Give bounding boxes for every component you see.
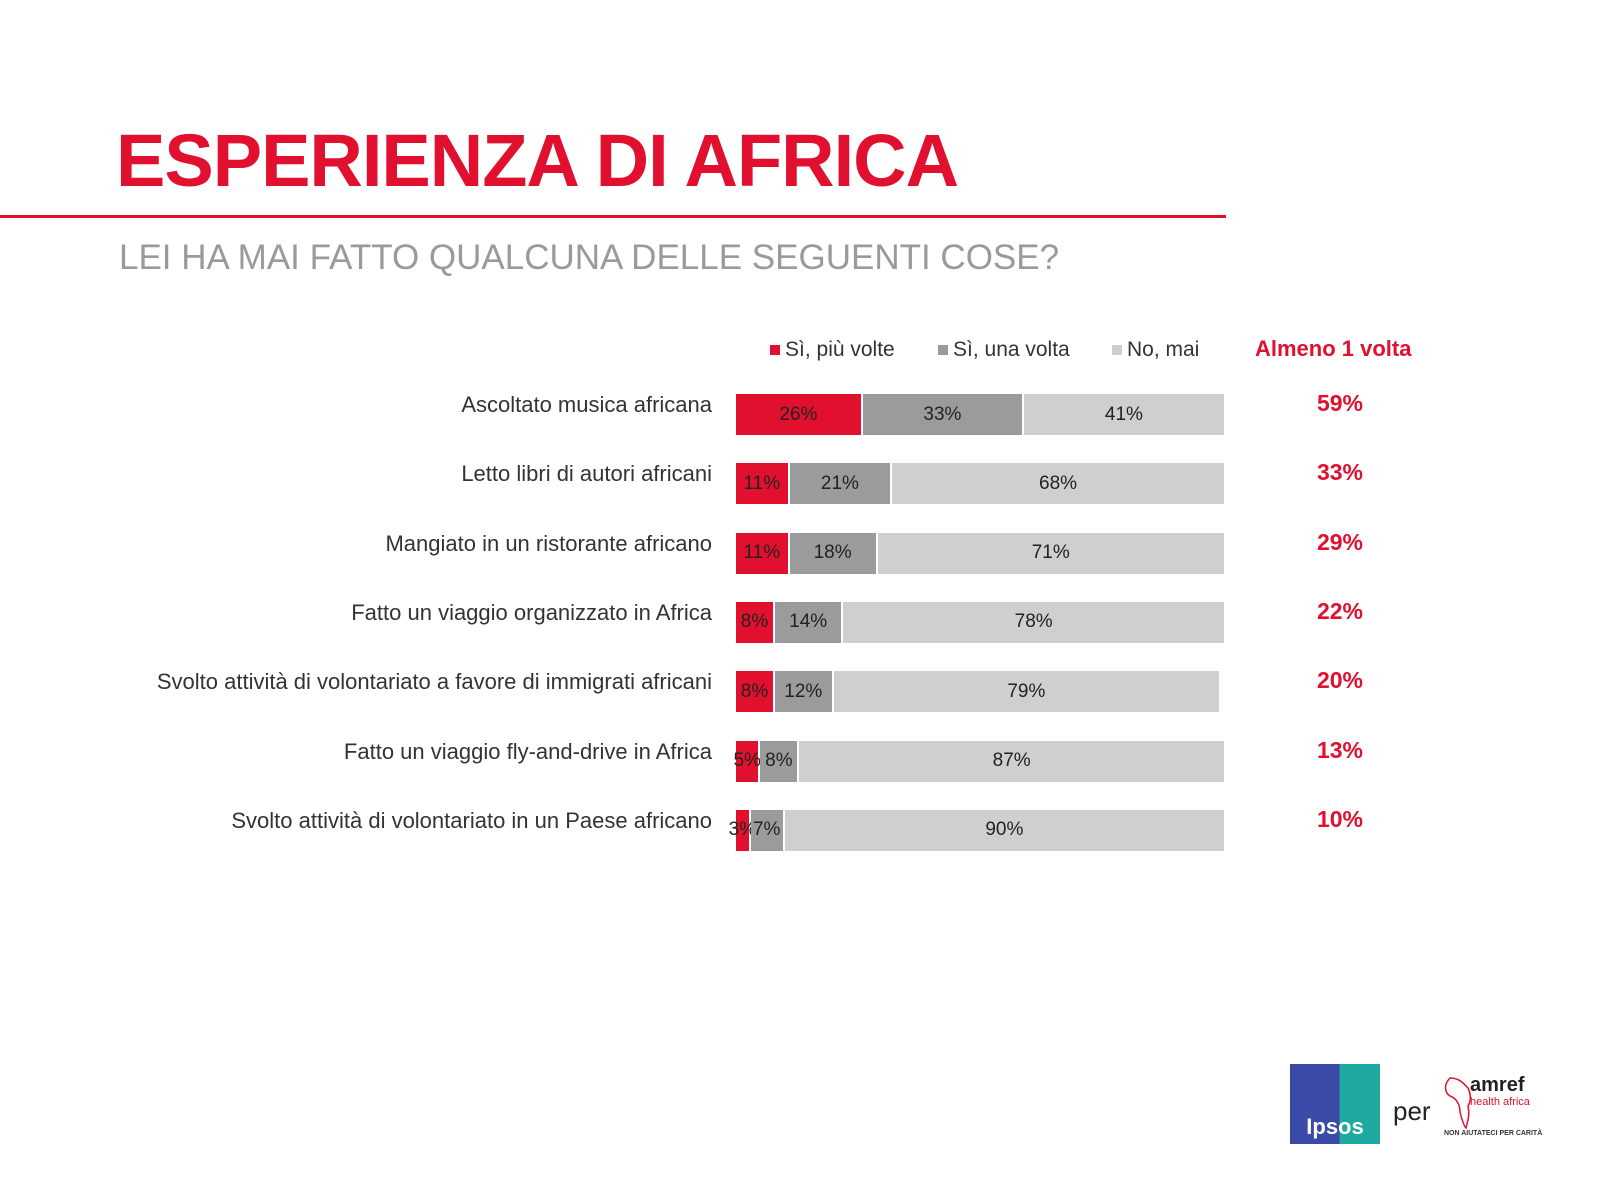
data-label: 79% — [1007, 680, 1046, 702]
data-label: 7% — [752, 819, 781, 841]
bar-segment: 8% — [736, 601, 776, 643]
legend-label: Sì, una volta — [953, 338, 1070, 361]
bar-segment: 90% — [784, 809, 1224, 851]
data-label: 8% — [740, 611, 769, 633]
legend-item: No, mai — [1112, 338, 1199, 362]
bar-segment: 12% — [775, 671, 834, 713]
data-label: 33% — [923, 403, 962, 425]
data-label: 41% — [1104, 403, 1143, 425]
data-label: 90% — [985, 819, 1024, 841]
total-value: 13% — [1316, 736, 1364, 763]
amref-name: amref — [1470, 1074, 1525, 1096]
legend-swatch — [938, 345, 948, 355]
total-header: Almeno 1 volta — [1255, 336, 1412, 361]
legend-label: Sì, più volte — [785, 338, 895, 361]
page-title: ESPERIENZA DI AFRICA — [116, 119, 959, 202]
amref-tagline: NON AIUTATECI PER CARITÀ — [1444, 1130, 1543, 1137]
data-label: 3% — [728, 819, 757, 841]
stacked-bar: 5% 8% 87% — [733, 740, 1224, 782]
bar-segment: 8% — [736, 671, 776, 713]
ipsos-logo: Ipsos — [1290, 1064, 1380, 1144]
bar-segment: 26% — [736, 394, 863, 435]
data-label: 14% — [789, 611, 828, 633]
total-value: 33% — [1316, 459, 1364, 486]
total-value: 20% — [1316, 667, 1364, 694]
stacked-bar: 26% 33% 41% — [736, 394, 1224, 435]
bar-segment: 33% — [862, 394, 1024, 435]
legend-label: No, mai — [1127, 338, 1200, 361]
ipsos-logo-text: Ipsos — [1306, 1114, 1364, 1139]
stacked-bar: 8% 12% 79% — [736, 671, 1224, 713]
data-label: 26% — [779, 403, 818, 425]
data-label: 21% — [820, 472, 859, 494]
category-label: Mangiato in un ristorante africano — [385, 530, 712, 556]
data-label: 11% — [743, 472, 781, 494]
data-label: 5% — [733, 750, 761, 771]
legend-swatch — [1112, 345, 1122, 355]
total-value: 22% — [1316, 597, 1364, 624]
category-label: Fatto un viaggio organizzato in Africa — [351, 599, 712, 625]
subtitle: LEI HA MAI FATTO QUALCUNA DELLE SEGUENTI… — [119, 238, 1060, 277]
data-label: 12% — [784, 680, 823, 702]
total-value: 59% — [1316, 390, 1364, 416]
data-label: 11% — [743, 542, 781, 564]
data-label: 8% — [740, 680, 769, 702]
bar-segment: 41% — [1023, 394, 1224, 435]
bar-segment: 79% — [833, 671, 1220, 713]
legend-item: Sì, una volta — [938, 338, 1070, 362]
category-label: Fatto un viaggio fly-and-drive in Africa — [343, 738, 712, 764]
amref-sub: health africa — [1470, 1096, 1530, 1108]
category-label: Svolto attività di volontariato a favore… — [156, 669, 712, 695]
title-divider — [0, 215, 1226, 218]
bar-segment: 14% — [775, 601, 844, 643]
data-label: 18% — [813, 542, 852, 564]
bar-segment: 68% — [892, 463, 1224, 505]
total-value: 29% — [1316, 528, 1364, 555]
per-text: per — [1393, 1096, 1431, 1126]
data-label: 78% — [1014, 611, 1053, 633]
data-label: 68% — [1039, 472, 1078, 494]
logos: Ipsos per amref health africa NON AIUTAT… — [1290, 1064, 1542, 1144]
bar-segment: 21% — [789, 463, 893, 505]
data-label: 87% — [992, 750, 1031, 771]
category-label: Letto libri di autori africani — [461, 461, 712, 487]
bar-segment: 78% — [843, 601, 1224, 643]
category-label: Ascoltato musica africana — [461, 392, 712, 417]
bar-segment: 11% — [736, 532, 790, 574]
stacked-bar: 11% 18% 71% — [736, 532, 1224, 574]
bar-segment: 3% — [729, 809, 756, 851]
total-value: 10% — [1316, 805, 1364, 832]
stacked-bar: 3% 7% 90% — [729, 809, 1224, 851]
stacked-bar: 8% 14% 78% — [736, 601, 1224, 643]
africa-outline-icon — [1444, 1077, 1472, 1130]
bar-segment: 5% — [733, 740, 761, 782]
data-label: 71% — [1031, 542, 1070, 564]
bar-segment: 18% — [789, 532, 878, 574]
bar-segment: 71% — [877, 532, 1224, 574]
bar-segment: 8% — [760, 740, 800, 782]
legend-swatch — [770, 345, 780, 355]
bar-segment: 87% — [799, 740, 1224, 782]
category-label: Svolto attività di volontariato in un Pa… — [231, 807, 712, 833]
amref-logo: amref health africa NON AIUTATECI PER CA… — [1442, 1074, 1542, 1144]
data-label: 8% — [765, 750, 793, 771]
legend-item: Sì, più volte — [770, 338, 895, 362]
bar-segment: 7% — [750, 809, 785, 851]
stacked-bar: 11% 21% 68% — [736, 463, 1224, 505]
bar-segment: 11% — [736, 463, 790, 505]
